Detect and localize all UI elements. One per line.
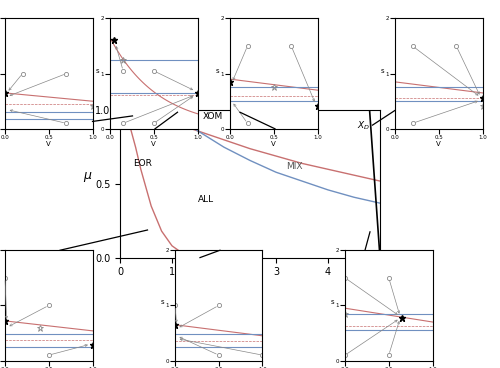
Text: $X_F$: $X_F$ xyxy=(124,115,136,127)
Y-axis label: s: s xyxy=(96,68,100,74)
X-axis label: V: V xyxy=(436,141,441,148)
X-axis label: $\alpha$: $\alpha$ xyxy=(245,283,255,296)
Text: MIX: MIX xyxy=(286,162,303,171)
Text: $X_0$: $X_0$ xyxy=(250,110,262,123)
Y-axis label: s: s xyxy=(160,300,164,305)
X-axis label: V: V xyxy=(46,141,51,148)
X-axis label: V: V xyxy=(272,141,276,148)
Y-axis label: s: s xyxy=(330,300,334,305)
Text: $X_D$: $X_D$ xyxy=(356,119,370,132)
Text: XOM: XOM xyxy=(203,112,224,121)
Text: EOR: EOR xyxy=(133,159,152,168)
Y-axis label: s: s xyxy=(380,68,384,74)
Y-axis label: $\mu$: $\mu$ xyxy=(83,170,92,184)
Y-axis label: s: s xyxy=(216,68,220,74)
Text: ALL: ALL xyxy=(198,195,214,204)
X-axis label: V: V xyxy=(152,141,156,148)
